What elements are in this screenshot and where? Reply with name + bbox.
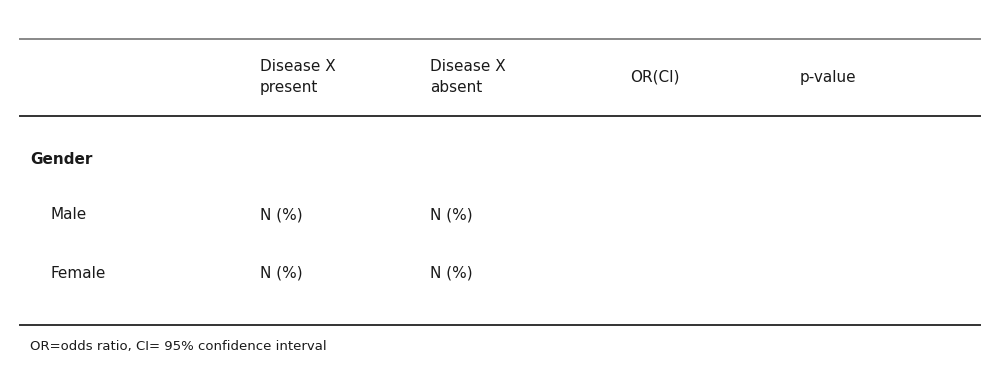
Text: Male: Male <box>50 207 86 222</box>
Text: p-value: p-value <box>800 70 857 84</box>
Text: N (%): N (%) <box>430 207 473 222</box>
Text: N (%): N (%) <box>430 266 473 281</box>
Text: Disease X
present: Disease X present <box>260 59 336 95</box>
Text: OR(CI): OR(CI) <box>630 70 680 84</box>
Text: Female: Female <box>50 266 105 281</box>
Text: N (%): N (%) <box>260 266 303 281</box>
Text: N (%): N (%) <box>260 207 303 222</box>
Text: OR=odds ratio, CI= 95% confidence interval: OR=odds ratio, CI= 95% confidence interv… <box>30 340 327 353</box>
Text: Disease X
absent: Disease X absent <box>430 59 506 95</box>
Text: Gender: Gender <box>30 152 92 167</box>
